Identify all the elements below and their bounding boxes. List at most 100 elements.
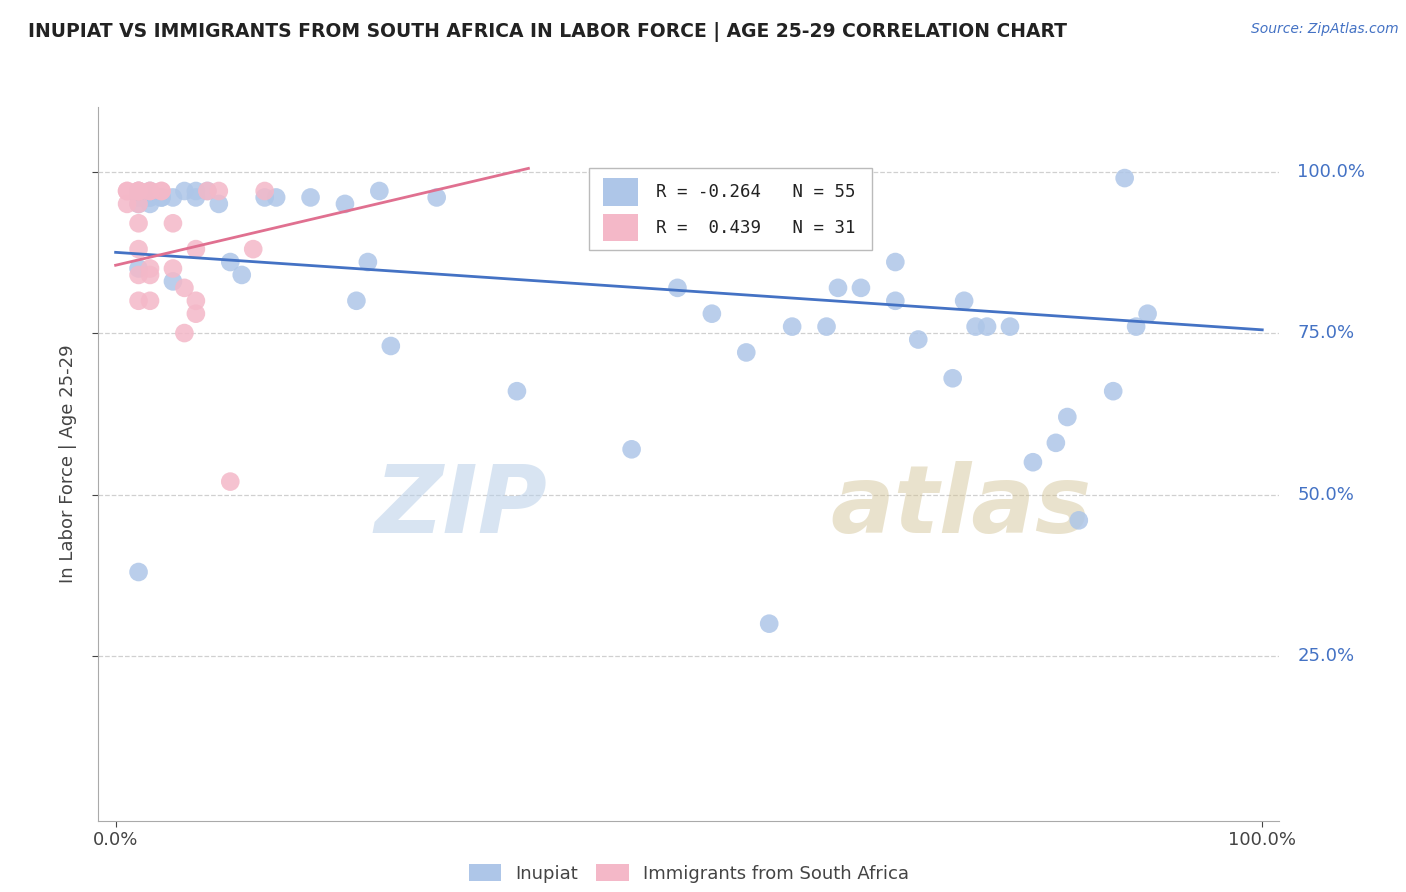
Point — [253, 190, 276, 204]
Point — [368, 184, 391, 198]
Y-axis label: In Labor Force | Age 25-29: In Labor Force | Age 25-29 — [59, 344, 77, 583]
Point — [1114, 171, 1136, 186]
Point — [1067, 513, 1090, 527]
Point — [128, 268, 150, 282]
Point — [184, 242, 207, 256]
Point — [184, 184, 207, 198]
Point — [1102, 384, 1125, 399]
Point — [208, 197, 231, 211]
Point — [1056, 410, 1078, 425]
Point — [150, 190, 173, 204]
FancyBboxPatch shape — [603, 178, 638, 205]
Point — [907, 333, 929, 347]
Legend: Inupiat, Immigrants from South Africa: Inupiat, Immigrants from South Africa — [461, 857, 917, 890]
Point — [162, 261, 184, 276]
Point — [1125, 319, 1147, 334]
Point — [128, 216, 150, 230]
Point — [128, 565, 150, 579]
Text: atlas: atlas — [831, 460, 1092, 553]
Point — [780, 319, 803, 334]
Point — [184, 190, 207, 204]
Point — [115, 197, 138, 211]
Point — [184, 293, 207, 308]
Point — [953, 293, 976, 308]
Point — [231, 268, 253, 282]
Point — [150, 184, 173, 198]
Point — [333, 197, 356, 211]
Point — [506, 384, 529, 399]
Point — [976, 319, 998, 334]
Point — [139, 184, 162, 198]
Point — [162, 190, 184, 204]
Point — [299, 190, 322, 204]
Point — [426, 190, 449, 204]
Point — [128, 184, 150, 198]
Text: Source: ZipAtlas.com: Source: ZipAtlas.com — [1251, 22, 1399, 37]
Point — [264, 190, 287, 204]
Point — [666, 281, 689, 295]
Point — [357, 255, 380, 269]
Point — [849, 281, 872, 295]
FancyBboxPatch shape — [603, 214, 638, 241]
Text: 25.0%: 25.0% — [1298, 647, 1354, 665]
Point — [184, 307, 207, 321]
Point — [208, 184, 231, 198]
Point — [139, 190, 162, 204]
Point — [128, 197, 150, 211]
Point — [162, 274, 184, 288]
Text: 50.0%: 50.0% — [1298, 485, 1354, 503]
Point — [128, 184, 150, 198]
Point — [139, 184, 162, 198]
Text: INUPIAT VS IMMIGRANTS FROM SOUTH AFRICA IN LABOR FORCE | AGE 25-29 CORRELATION C: INUPIAT VS IMMIGRANTS FROM SOUTH AFRICA … — [28, 22, 1067, 42]
Point — [758, 616, 780, 631]
Point — [998, 319, 1021, 334]
Point — [815, 319, 838, 334]
Point — [139, 268, 162, 282]
Point — [965, 319, 987, 334]
Text: R =  0.439   N = 31: R = 0.439 N = 31 — [655, 219, 855, 236]
Point — [150, 190, 173, 204]
Point — [139, 184, 162, 198]
Point — [195, 184, 218, 198]
Text: 75.0%: 75.0% — [1298, 324, 1354, 342]
Point — [139, 293, 162, 308]
Point — [700, 307, 723, 321]
Point — [139, 190, 162, 204]
Point — [128, 184, 150, 198]
Point — [380, 339, 402, 353]
Point — [128, 184, 150, 198]
Point — [162, 216, 184, 230]
Point — [128, 293, 150, 308]
Point — [139, 261, 162, 276]
Point — [884, 293, 907, 308]
Point — [128, 242, 150, 256]
Point — [827, 281, 849, 295]
Text: ZIP: ZIP — [374, 460, 547, 553]
Point — [128, 190, 150, 204]
Point — [942, 371, 965, 385]
Point — [1022, 455, 1045, 469]
Point — [173, 184, 195, 198]
Text: R = -0.264   N = 55: R = -0.264 N = 55 — [655, 183, 855, 201]
Point — [115, 184, 138, 198]
Point — [173, 326, 195, 340]
Point — [1045, 435, 1067, 450]
Point — [195, 184, 218, 198]
Point — [344, 293, 367, 308]
Point — [884, 255, 907, 269]
Point — [128, 184, 150, 198]
Point — [242, 242, 264, 256]
Point — [219, 255, 242, 269]
Point — [150, 184, 173, 198]
FancyBboxPatch shape — [589, 168, 872, 250]
Point — [253, 184, 276, 198]
Point — [115, 184, 138, 198]
Point — [620, 442, 643, 457]
Point — [735, 345, 758, 359]
Point — [1136, 307, 1159, 321]
Point — [128, 197, 150, 211]
Point — [173, 281, 195, 295]
Point — [139, 197, 162, 211]
Text: 100.0%: 100.0% — [1298, 162, 1365, 180]
Point — [219, 475, 242, 489]
